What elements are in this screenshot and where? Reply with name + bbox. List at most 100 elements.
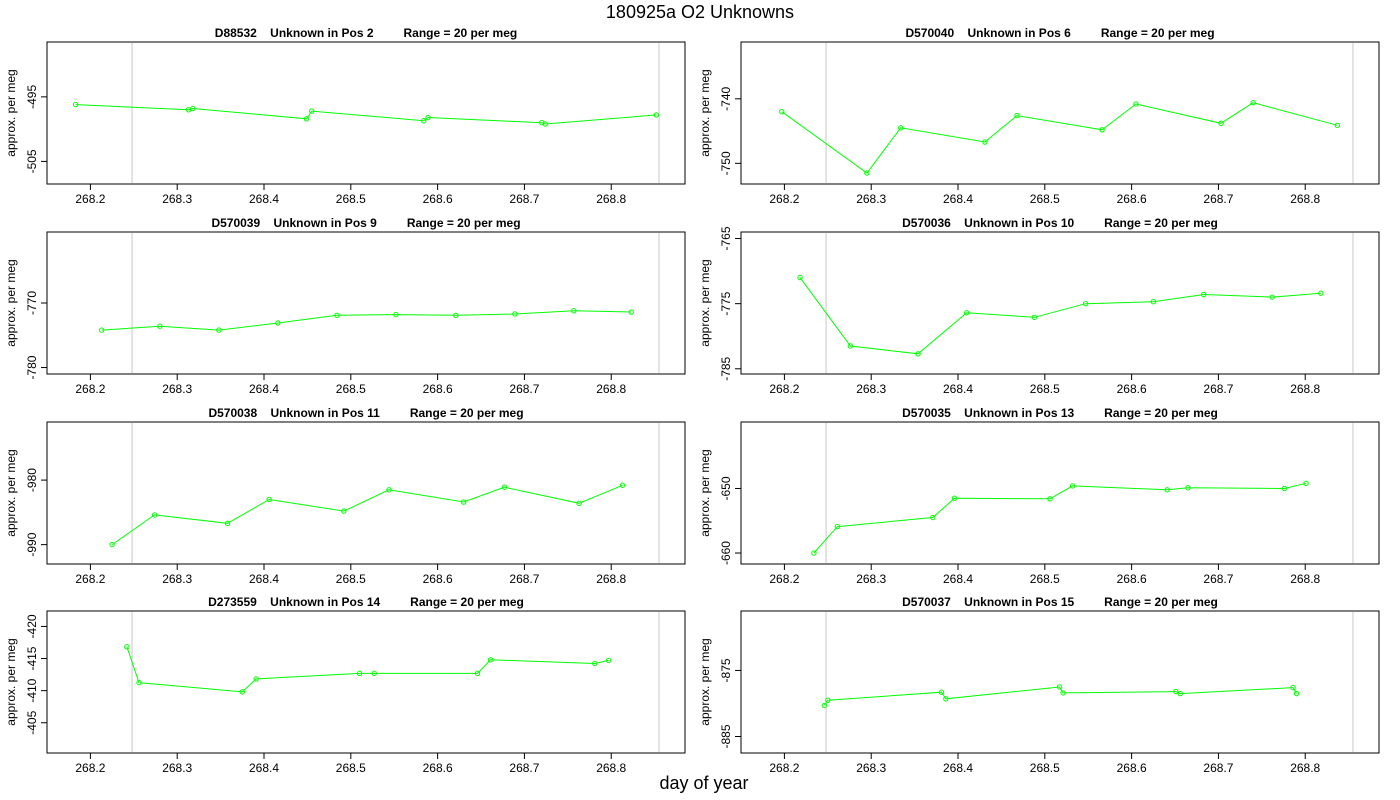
y-axis-label: approx. per meg bbox=[698, 69, 712, 156]
data-point bbox=[864, 170, 870, 176]
data-point bbox=[512, 311, 518, 317]
data-point bbox=[151, 512, 158, 518]
series-line bbox=[126, 646, 609, 693]
panel-4: D570036 Unknown in Pos 10 Range = 20 per… bbox=[698, 216, 1380, 396]
x-tick-label: 268.6 bbox=[423, 192, 453, 206]
y-axis-label: approx. per meg bbox=[4, 259, 18, 346]
plot-frame bbox=[46, 421, 686, 565]
data-point bbox=[576, 500, 582, 507]
x-tick-label: 268.7 bbox=[509, 761, 539, 775]
data-point bbox=[1056, 684, 1063, 690]
data-point bbox=[453, 312, 459, 318]
x-tick-label: 268.4 bbox=[249, 192, 279, 206]
panel-title: D570035 Unknown in Pos 13 Range = 20 per… bbox=[902, 406, 1218, 420]
data-point bbox=[811, 550, 817, 556]
data-point bbox=[1133, 101, 1139, 107]
y-axis-label: approx. per meg bbox=[4, 69, 18, 156]
y-tick-label: -765 bbox=[719, 226, 733, 250]
plot-frame bbox=[740, 610, 1380, 754]
data-point bbox=[1290, 684, 1296, 691]
data-point bbox=[341, 508, 347, 514]
data-point bbox=[619, 482, 626, 488]
data-point bbox=[1293, 690, 1300, 697]
data-point bbox=[653, 112, 660, 118]
x-tick-label: 268.7 bbox=[509, 382, 539, 396]
x-tick-label: 268.8 bbox=[596, 572, 626, 586]
data-point bbox=[1318, 290, 1324, 296]
y-axis-label: approx. per meg bbox=[698, 638, 712, 725]
x-tick-label: 268.8 bbox=[1290, 192, 1320, 206]
data-point bbox=[109, 541, 115, 548]
panel-1: D88532 Unknown in Pos 2 Range = 20 per m… bbox=[4, 26, 686, 206]
data-point bbox=[309, 108, 315, 114]
x-tick-label: 268.2 bbox=[769, 382, 799, 396]
data-point bbox=[266, 496, 272, 503]
data-point bbox=[386, 487, 392, 493]
x-tick-label: 268.8 bbox=[1290, 761, 1320, 775]
x-tick-label: 268.5 bbox=[1030, 382, 1060, 396]
data-point bbox=[779, 109, 785, 115]
x-tick-label: 268.5 bbox=[1030, 761, 1060, 775]
x-tick-label: 268.7 bbox=[1203, 572, 1233, 586]
x-tick-label: 268.4 bbox=[249, 572, 279, 586]
y-tick-label: -780 bbox=[25, 355, 39, 379]
x-tick-label: 268.7 bbox=[1203, 192, 1233, 206]
data-point bbox=[1185, 485, 1191, 491]
y-tick-label: -885 bbox=[719, 724, 733, 748]
panel-title: D570039 Unknown in Pos 9 Range = 20 per … bbox=[211, 216, 520, 230]
data-point bbox=[487, 657, 494, 663]
data-point bbox=[1047, 496, 1053, 502]
y-axis-label: approx. per meg bbox=[698, 449, 712, 536]
data-point bbox=[930, 514, 936, 521]
panel-title: D273559 Unknown in Pos 14 Range = 20 per… bbox=[208, 595, 524, 609]
data-point bbox=[460, 499, 467, 505]
data-point bbox=[571, 308, 577, 314]
y-tick-label: -740 bbox=[719, 86, 733, 110]
data-point bbox=[253, 676, 259, 682]
data-point bbox=[915, 351, 921, 357]
data-point bbox=[1164, 487, 1170, 493]
series-line bbox=[813, 482, 1307, 554]
series-line bbox=[781, 102, 1338, 174]
x-tick-label: 268.4 bbox=[943, 382, 973, 396]
data-point bbox=[124, 644, 130, 650]
panel-5: D570038 Unknown in Pos 11 Range = 20 per… bbox=[4, 406, 686, 586]
data-point bbox=[136, 679, 142, 686]
data-point bbox=[216, 327, 222, 333]
x-tick-label: 268.3 bbox=[856, 382, 886, 396]
x-tick-label: 268.6 bbox=[1117, 192, 1147, 206]
panel-title: D570037 Unknown in Pos 15 Range = 20 per… bbox=[902, 595, 1218, 609]
y-tick-label: -420 bbox=[25, 614, 39, 638]
data-point bbox=[963, 310, 970, 316]
chart-main-title: 180925a O2 Unknowns bbox=[605, 2, 795, 22]
data-point bbox=[605, 657, 612, 664]
data-point bbox=[821, 702, 828, 709]
x-tick-label: 268.2 bbox=[769, 572, 799, 586]
x-tick-label: 268.5 bbox=[336, 192, 366, 206]
x-tick-label: 268.6 bbox=[423, 761, 453, 775]
data-point bbox=[72, 101, 79, 108]
x-tick-label: 268.7 bbox=[509, 572, 539, 586]
x-tick-label: 268.7 bbox=[509, 192, 539, 206]
x-tick-label: 268.6 bbox=[1117, 761, 1147, 775]
data-point bbox=[1250, 99, 1256, 106]
x-tick-label: 268.7 bbox=[1203, 382, 1233, 396]
data-point bbox=[421, 118, 427, 124]
x-tick-label: 268.3 bbox=[162, 382, 192, 396]
data-point bbox=[797, 274, 803, 281]
x-tick-label: 268.4 bbox=[943, 192, 973, 206]
panel-title: D570038 Unknown in Pos 11 Range = 20 per… bbox=[208, 406, 523, 420]
plot-frame bbox=[46, 610, 686, 754]
x-tick-label: 268.3 bbox=[162, 761, 192, 775]
data-point bbox=[1099, 127, 1105, 133]
data-point bbox=[1334, 122, 1341, 128]
data-point bbox=[371, 670, 377, 677]
data-point bbox=[275, 320, 281, 326]
y-tick-label: -410 bbox=[25, 678, 39, 702]
panel-7: D273559 Unknown in Pos 14 Range = 20 per… bbox=[4, 595, 686, 775]
data-point bbox=[1069, 483, 1076, 489]
x-tick-label: 268.5 bbox=[336, 761, 366, 775]
data-point bbox=[592, 660, 598, 667]
x-tick-label: 268.5 bbox=[1030, 192, 1060, 206]
panel-title: D88532 Unknown in Pos 2 Range = 20 per m… bbox=[215, 26, 517, 40]
